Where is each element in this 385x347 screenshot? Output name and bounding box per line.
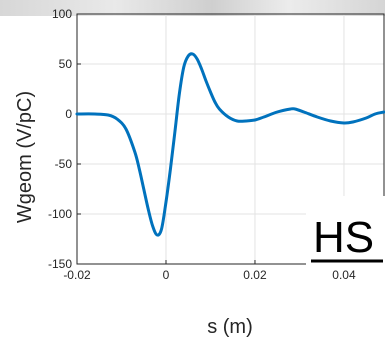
x-tick-label: -0.02 bbox=[63, 268, 91, 282]
x-tick-label: 0.04 bbox=[332, 268, 356, 282]
y-tick-label: 50 bbox=[59, 57, 73, 71]
hs-badge: HS bbox=[306, 196, 385, 266]
series-line bbox=[75, 52, 385, 237]
x-tick-label: 0.02 bbox=[243, 268, 267, 282]
y-tick-label: -150 bbox=[48, 257, 72, 271]
hs-badge-background bbox=[306, 196, 385, 266]
y-tick-label: 0 bbox=[65, 107, 72, 121]
y-tick-label: -100 bbox=[48, 207, 72, 221]
x-axis-title: s (m) bbox=[207, 316, 253, 338]
ticks: -0.02 0 0.02 0.04 -150 -100 -50 0 50 100 bbox=[48, 7, 356, 282]
x-tick-label: 0 bbox=[163, 268, 170, 282]
y-tick-label: 100 bbox=[52, 7, 72, 21]
hs-badge-text: HS bbox=[313, 213, 374, 262]
plot-frame bbox=[76, 13, 385, 265]
cropped-image-strip bbox=[0, 0, 385, 16]
y-axis-title: Wgeom (V/pC) bbox=[14, 91, 36, 223]
y-tick-label: -50 bbox=[55, 157, 73, 171]
axes bbox=[76, 13, 385, 265]
